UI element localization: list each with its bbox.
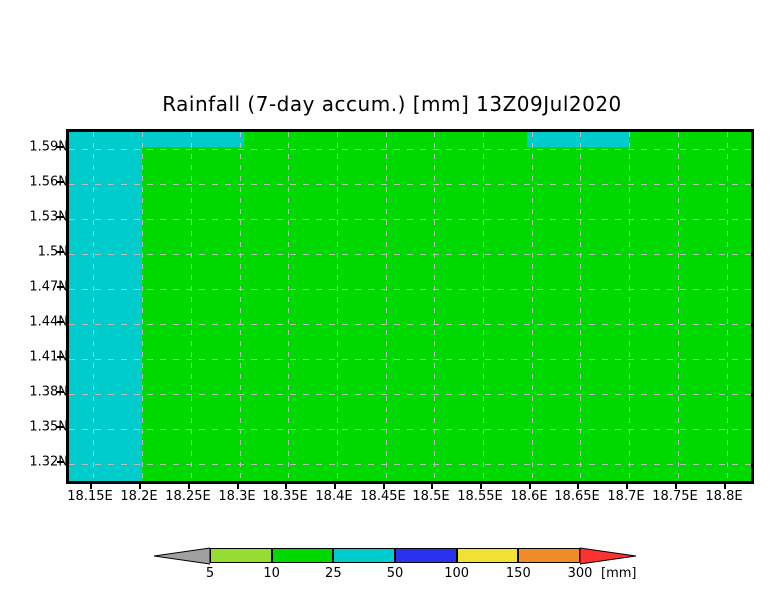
y-axis-tick — [57, 216, 64, 218]
x-axis-tick-label: 18.55E — [457, 489, 503, 504]
y-axis-tick — [57, 391, 64, 393]
field-region-west-column — [69, 132, 143, 481]
gridline-horizontal — [69, 219, 751, 220]
gridline-vertical — [532, 132, 533, 481]
colorbar-arrow-left-icon — [154, 547, 210, 565]
colorbar-tick-label: 150 — [505, 566, 531, 581]
x-axis-tick-label: 18.7E — [607, 489, 645, 504]
y-axis-tick — [57, 321, 64, 323]
gridline-vertical — [142, 132, 143, 481]
y-axis-tick — [57, 461, 64, 463]
y-axis-tick — [57, 181, 64, 183]
gridline-vertical — [483, 132, 484, 481]
gridline-horizontal — [69, 394, 751, 395]
x-axis-tick — [626, 482, 628, 489]
y-axis-tick-label: 1.32N — [29, 454, 68, 470]
x-axis-tick — [90, 482, 92, 489]
gridline-horizontal — [69, 324, 751, 325]
x-axis-tick — [188, 482, 190, 489]
field-region-north-band — [142, 132, 245, 148]
x-axis-tick — [480, 482, 482, 489]
x-axis-tick — [529, 482, 531, 489]
y-axis-tick-label: 1.47N — [29, 279, 68, 295]
gridline-vertical — [288, 132, 289, 481]
gridline-vertical — [386, 132, 387, 481]
colorbar-segment — [333, 548, 395, 563]
x-axis-tick — [675, 482, 677, 489]
x-axis-tick — [577, 482, 579, 489]
y-axis-tick — [57, 146, 64, 148]
gridline-horizontal — [69, 429, 751, 430]
field-region-background — [69, 132, 751, 481]
y-axis-tick-label: 1.56N — [29, 174, 68, 190]
x-axis-tick-label: 18.45E — [360, 489, 406, 504]
y-axis-tick — [57, 286, 64, 288]
gridline-vertical — [678, 132, 679, 481]
x-axis-tick-label: 18.8E — [705, 489, 743, 504]
x-axis-tick-label: 18.15E — [67, 489, 113, 504]
gridline-vertical — [629, 132, 630, 481]
y-axis-tick-label: 1.53N — [29, 209, 68, 225]
x-axis-tick-label: 18.6E — [510, 489, 548, 504]
x-axis-tick-label: 18.25E — [165, 489, 211, 504]
x-axis-tick-label: 18.65E — [554, 489, 600, 504]
gridline-vertical — [191, 132, 192, 481]
colorbar-segment — [210, 548, 272, 563]
x-axis-tick — [724, 482, 726, 489]
x-axis-tick — [285, 482, 287, 489]
gridline-horizontal — [69, 359, 751, 360]
y-axis-tick-label: 1.38N — [29, 384, 68, 400]
x-axis-tick — [139, 482, 141, 489]
colorbar-units-label: [mm] — [601, 566, 637, 581]
y-axis-tick-label: 1.41N — [29, 349, 68, 365]
colorbar-segment — [456, 548, 519, 563]
colorbar-tick-label: 100 — [444, 566, 470, 581]
y-axis-tick-label: 1.44N — [29, 314, 68, 330]
colorbar[interactable] — [154, 546, 636, 566]
x-axis-tick — [383, 482, 385, 489]
x-axis-tick-label: 18.75E — [652, 489, 698, 504]
colorbar-tick-label: 10 — [263, 566, 280, 581]
x-axis-tick-label: 18.5E — [412, 489, 450, 504]
gridline-horizontal — [69, 184, 751, 185]
x-axis-tick-label: 18.4E — [315, 489, 353, 504]
field-region-northeast-patch — [526, 132, 630, 148]
gridline-vertical — [727, 132, 728, 481]
x-axis-tick-label: 18.3E — [218, 489, 256, 504]
colorbar-tick-label: 50 — [386, 566, 404, 581]
y-axis-tick — [57, 251, 64, 253]
colorbar-segment — [271, 548, 334, 563]
gridline-vertical — [580, 132, 581, 481]
plot-area — [66, 129, 754, 484]
y-axis-tick — [57, 426, 64, 428]
y-axis-tick — [57, 356, 64, 358]
y-axis-tick-label: 1.59N — [29, 139, 68, 155]
gridline-horizontal — [69, 289, 751, 290]
gridline-horizontal — [69, 464, 751, 465]
colorbar-arrow-right-icon — [580, 547, 636, 565]
colorbar-segment — [395, 548, 457, 563]
colorbar-tick-label: 25 — [325, 566, 342, 581]
y-axis-tick-label: 1.5N — [37, 244, 68, 260]
colorbar-segment — [518, 548, 580, 563]
raster-field — [69, 132, 751, 481]
gridline-horizontal — [69, 149, 751, 150]
gridline-vertical — [337, 132, 338, 481]
y-axis-tick-label: 1.35N — [29, 419, 68, 435]
gridline-horizontal — [69, 254, 751, 255]
gridline-vertical — [93, 132, 94, 481]
x-axis-tick-label: 18.35E — [262, 489, 308, 504]
gridline-vertical — [434, 132, 435, 481]
colorbar-tick-label: 5 — [205, 566, 215, 581]
gridline-vertical — [240, 132, 241, 481]
x-axis-tick — [237, 482, 239, 489]
x-axis-tick — [431, 482, 433, 489]
x-axis-tick — [334, 482, 336, 489]
colorbar-tick-label: 300 — [567, 566, 593, 581]
page-title: Rainfall (7-day accum.) [mm] 13Z09Jul202… — [162, 92, 622, 116]
x-axis-tick-label: 18.2E — [120, 489, 158, 504]
